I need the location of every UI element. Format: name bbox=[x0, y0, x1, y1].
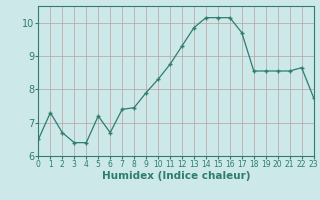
X-axis label: Humidex (Indice chaleur): Humidex (Indice chaleur) bbox=[102, 171, 250, 181]
